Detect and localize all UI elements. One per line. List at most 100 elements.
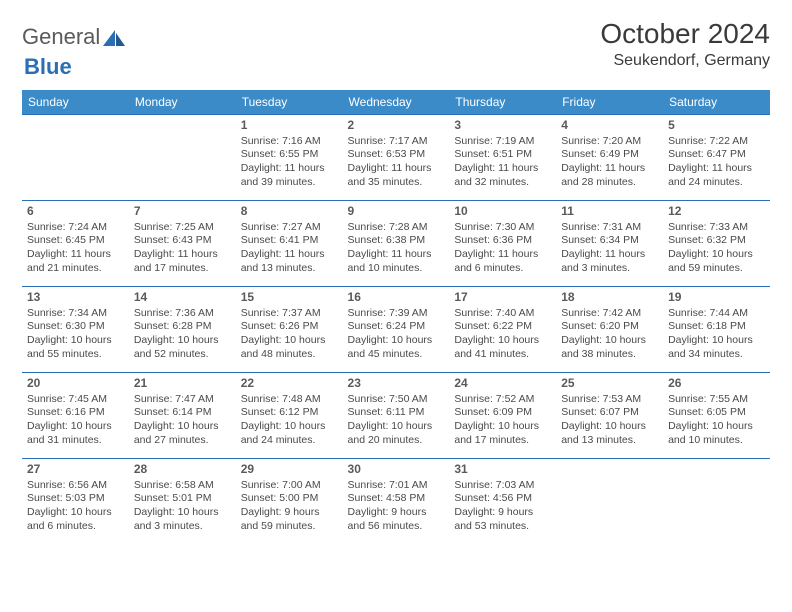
day-info-line: and 53 minutes. <box>454 520 551 534</box>
day-cell: 18Sunrise: 7:42 AMSunset: 6:20 PMDayligh… <box>556 287 663 373</box>
day-info-line: Sunrise: 7:52 AM <box>454 393 551 407</box>
day-number: 13 <box>27 290 124 306</box>
day-info-line: Sunset: 6:22 PM <box>454 320 551 334</box>
day-cell: 4Sunrise: 7:20 AMSunset: 6:49 PMDaylight… <box>556 115 663 201</box>
day-info-line: Daylight: 11 hours <box>27 248 124 262</box>
day-number: 12 <box>668 204 765 220</box>
day-cell: 28Sunrise: 6:58 AMSunset: 5:01 PMDayligh… <box>129 459 236 545</box>
day-number: 27 <box>27 462 124 478</box>
day-info-line: Daylight: 11 hours <box>561 248 658 262</box>
day-cell: 16Sunrise: 7:39 AMSunset: 6:24 PMDayligh… <box>343 287 450 373</box>
logo-text-general: General <box>22 24 100 50</box>
day-number: 8 <box>241 204 338 220</box>
day-info-line: Sunrise: 6:56 AM <box>27 479 124 493</box>
day-info-line: and 41 minutes. <box>454 348 551 362</box>
day-info-line: Sunrise: 7:47 AM <box>134 393 231 407</box>
day-cell: 24Sunrise: 7:52 AMSunset: 6:09 PMDayligh… <box>449 373 556 459</box>
day-number: 4 <box>561 118 658 134</box>
day-info-line: Sunset: 6:24 PM <box>348 320 445 334</box>
day-info-line: and 34 minutes. <box>668 348 765 362</box>
day-info-line: Sunset: 5:01 PM <box>134 492 231 506</box>
day-info-line: Sunrise: 7:45 AM <box>27 393 124 407</box>
logo: General <box>22 24 127 50</box>
day-cell: 23Sunrise: 7:50 AMSunset: 6:11 PMDayligh… <box>343 373 450 459</box>
day-info-line: Sunrise: 7:00 AM <box>241 479 338 493</box>
day-info-line: Daylight: 11 hours <box>561 162 658 176</box>
location: Seukendorf, Germany <box>600 52 770 70</box>
day-info-line: Daylight: 10 hours <box>134 334 231 348</box>
day-cell: 15Sunrise: 7:37 AMSunset: 6:26 PMDayligh… <box>236 287 343 373</box>
day-info-line: Daylight: 9 hours <box>454 506 551 520</box>
day-info-line: Sunset: 6:55 PM <box>241 148 338 162</box>
day-cell: 30Sunrise: 7:01 AMSunset: 4:58 PMDayligh… <box>343 459 450 545</box>
day-info-line: Sunset: 5:00 PM <box>241 492 338 506</box>
day-info-line: Daylight: 11 hours <box>241 162 338 176</box>
day-info-line: Sunset: 4:56 PM <box>454 492 551 506</box>
day-info-line: Sunrise: 7:03 AM <box>454 479 551 493</box>
day-info-line: Daylight: 11 hours <box>241 248 338 262</box>
day-info-line: and 45 minutes. <box>348 348 445 362</box>
day-header: Wednesday <box>343 90 450 115</box>
day-info-line: and 24 minutes. <box>668 176 765 190</box>
day-number: 19 <box>668 290 765 306</box>
day-info-line: Daylight: 11 hours <box>454 162 551 176</box>
day-info-line: and 56 minutes. <box>348 520 445 534</box>
day-number: 10 <box>454 204 551 220</box>
day-cell: 20Sunrise: 7:45 AMSunset: 6:16 PMDayligh… <box>22 373 129 459</box>
day-cell: 31Sunrise: 7:03 AMSunset: 4:56 PMDayligh… <box>449 459 556 545</box>
day-number: 28 <box>134 462 231 478</box>
day-info-line: and 6 minutes. <box>27 520 124 534</box>
day-info-line: and 10 minutes. <box>668 434 765 448</box>
day-info-line: Daylight: 10 hours <box>134 420 231 434</box>
week-row: 27Sunrise: 6:56 AMSunset: 5:03 PM Dayligh… <box>22 459 770 545</box>
day-info-line: Sunset: 6:47 PM <box>668 148 765 162</box>
day-info-line: Sunrise: 7:33 AM <box>668 221 765 235</box>
day-cell: 14Sunrise: 7:36 AMSunset: 6:28 PMDayligh… <box>129 287 236 373</box>
day-info-line: and 38 minutes. <box>561 348 658 362</box>
day-info-line: Daylight: 10 hours <box>348 420 445 434</box>
day-cell: 3Sunrise: 7:19 AMSunset: 6:51 PMDaylight… <box>449 115 556 201</box>
week-row: 6Sunrise: 7:24 AMSunset: 6:45 PMDaylight… <box>22 201 770 287</box>
day-header: Friday <box>556 90 663 115</box>
day-info-line: Sunset: 6:05 PM <box>668 406 765 420</box>
day-info-line: Sunset: 6:51 PM <box>454 148 551 162</box>
day-info-line: Sunset: 6:36 PM <box>454 234 551 248</box>
day-cell: 9Sunrise: 7:28 AMSunset: 6:38 PMDaylight… <box>343 201 450 287</box>
day-info-line: Daylight: 10 hours <box>561 334 658 348</box>
day-info-line: Daylight: 11 hours <box>348 248 445 262</box>
day-number: 31 <box>454 462 551 478</box>
day-info-line: Daylight: 10 hours <box>27 334 124 348</box>
day-info-line: Sunset: 4:58 PM <box>348 492 445 506</box>
day-info-line: Daylight: 11 hours <box>348 162 445 176</box>
day-info-line: Sunset: 6:32 PM <box>668 234 765 248</box>
calendar-table: SundayMondayTuesdayWednesdayThursdayFrid… <box>22 90 770 545</box>
day-info-line: Sunset: 5:03 PM <box>27 492 124 506</box>
day-info-line: Daylight: 10 hours <box>134 506 231 520</box>
logo-text-blue: Blue <box>24 54 72 79</box>
day-number: 29 <box>241 462 338 478</box>
day-info-line: Sunrise: 7:20 AM <box>561 135 658 149</box>
day-info-line: Sunrise: 7:17 AM <box>348 135 445 149</box>
day-cell: 29Sunrise: 7:00 AMSunset: 5:00 PMDayligh… <box>236 459 343 545</box>
day-cell: 2Sunrise: 7:17 AMSunset: 6:53 PMDaylight… <box>343 115 450 201</box>
day-info-line: and 39 minutes. <box>241 176 338 190</box>
day-info-line: Sunset: 6:11 PM <box>348 406 445 420</box>
day-number: 21 <box>134 376 231 392</box>
day-cell <box>663 459 770 545</box>
day-info-line: Daylight: 9 hours <box>348 506 445 520</box>
day-info-line: Sunrise: 7:34 AM <box>27 307 124 321</box>
day-info-line: and 6 minutes. <box>454 262 551 276</box>
day-cell: 8Sunrise: 7:27 AMSunset: 6:41 PMDaylight… <box>236 201 343 287</box>
day-info-line: Daylight: 10 hours <box>241 420 338 434</box>
day-info-line: Sunset: 6:38 PM <box>348 234 445 248</box>
day-info-line: Daylight: 10 hours <box>668 248 765 262</box>
day-number: 6 <box>27 204 124 220</box>
day-number: 3 <box>454 118 551 134</box>
day-info-line: and 59 minutes. <box>241 520 338 534</box>
day-info-line: and 3 minutes. <box>134 520 231 534</box>
day-info-line: Daylight: 10 hours <box>454 420 551 434</box>
week-row: 1Sunrise: 7:16 AMSunset: 6:55 PMDaylight… <box>22 115 770 201</box>
day-number: 20 <box>27 376 124 392</box>
day-info-line: Sunrise: 7:31 AM <box>561 221 658 235</box>
day-info-line: Sunrise: 7:24 AM <box>27 221 124 235</box>
